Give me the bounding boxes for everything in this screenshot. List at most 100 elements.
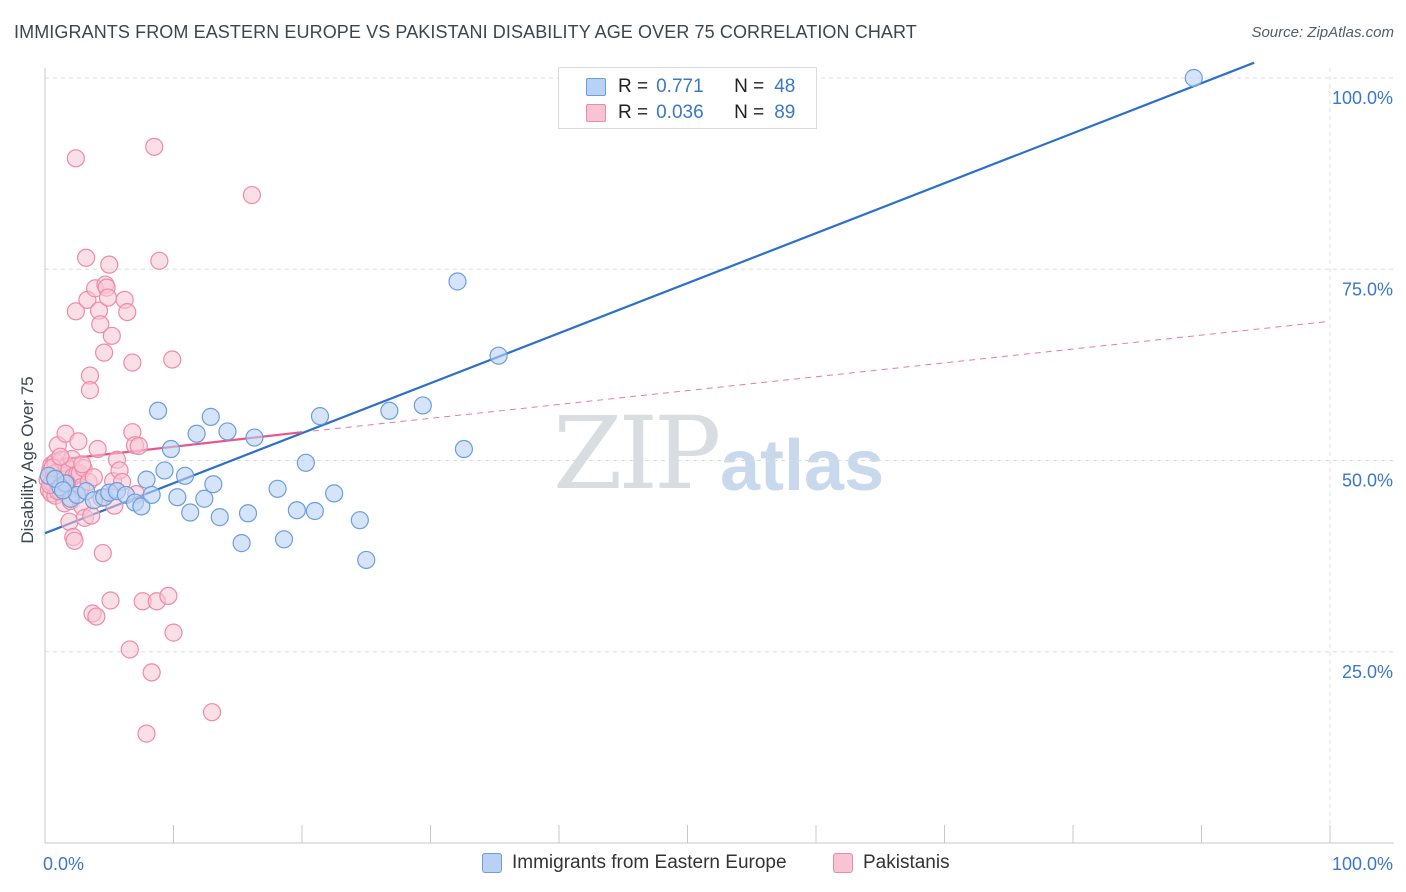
y-tick-label: 25.0% [1342,662,1393,682]
legend-swatch-blue [586,78,606,96]
eastern-europe-point [155,461,174,480]
correlation-legend: R = 0.771 N = 48 R = 0.036 N = 89 [558,67,817,129]
legend-r-value: 0.771 [656,76,704,97]
pakistanis-point [51,447,70,466]
bottom-legend-label: Immigrants from Eastern Europe [512,852,787,873]
pakistanis-point [123,353,142,372]
pakistanis-point [95,343,114,362]
legend-r-label: R = [618,102,649,123]
eastern-europe-point [357,550,376,570]
pakistanis-point [142,663,161,682]
bottom-legend-label: Pakistanis [863,852,950,873]
y-axis-label: Disability Age Over 75 [18,376,37,544]
legend-n-value: 89 [774,102,796,123]
eastern-europe-point [148,401,168,420]
eastern-europe-point [132,497,151,516]
pakistanis-point [66,302,85,321]
eastern-europe-point [238,504,258,523]
pakistanis-point [84,468,103,487]
pakistanis-point [150,251,169,270]
pakistanis-point [120,640,139,659]
eastern-europe-point [210,508,229,527]
eastern-europe-point [168,488,187,507]
eastern-europe-point [296,453,315,472]
pakistanis-point [100,255,119,274]
pakistanis-point [91,315,110,334]
eastern-europe-point [187,424,206,443]
pakistanis-point [101,591,120,610]
eastern-europe-point [201,407,220,426]
pakistanis-point [159,586,178,606]
pakistanis-point [129,436,148,456]
eastern-europe-point [380,401,399,420]
eastern-europe-point [274,530,294,549]
pakistanis-point [87,607,106,626]
eastern-europe-point [245,428,264,447]
eastern-europe-point [1184,68,1203,88]
eastern-europe-point [448,272,467,291]
pakistanis-point [73,455,92,474]
bottom-legend-eastern-europe: Immigrants from Eastern Europe [482,852,787,874]
watermark-atlas: atlas [720,426,885,506]
legend-row-pakistanis: R = 0.036 N = 89 [586,101,795,125]
eastern-europe-point [181,503,200,522]
pakistanis-point [77,248,96,267]
eastern-europe-points [39,67,1203,570]
legend-n-label: N = [734,102,765,123]
legend-row-eastern-europe: R = 0.771 N = 48 [586,75,795,99]
pakistanis-point [65,531,84,550]
eastern-europe-point [413,396,432,415]
eastern-europe-point [310,407,330,426]
eastern-europe-point [195,489,214,508]
pakistanis-point [66,149,85,168]
eastern-europe-point [175,466,195,485]
pakistanis-point [164,623,183,642]
trend-lines [44,61,1331,535]
pakistanis-point [145,137,164,156]
pakistanis-point [118,302,137,322]
x-tick-label-min: 0.0% [43,854,84,874]
eastern-europe-point [325,484,344,503]
pakistanis-point [88,439,107,459]
eastern-europe-point [142,485,161,505]
legend-r-label: R = [618,76,649,97]
pakistanis-point [82,506,101,525]
eastern-europe-point [161,439,181,459]
pakistanis-point [242,185,261,205]
pakistanis-point [102,326,121,345]
eastern-europe-point [454,439,474,459]
axes [44,68,1394,844]
tick-labels: 25.0% 50.0% 75.0% 100.0% 0.0% 100.0% [43,88,1393,874]
eastern-europe-point [287,501,306,520]
legend-n-value: 48 [774,76,796,97]
source-label: Source: ZipAtlas.com [1251,24,1394,41]
chart-title: IMMIGRANTS FROM EASTERN EUROPE VS PAKIST… [14,22,917,42]
pakistanis-point [93,543,112,563]
eastern-europe-point [218,422,237,441]
y-tick-label: 100.0% [1332,88,1393,108]
legend-swatch-pink [586,104,606,122]
bottom-legend-pakistanis: Pakistanis [833,852,950,874]
x-tick-label-max: 100.0% [1332,854,1393,874]
bottom-legend-swatch-blue [482,853,502,873]
eastern-europe-trend [44,61,1255,535]
eastern-europe-point [489,346,508,365]
pakistanis-point [163,350,182,369]
y-tick-label: 50.0% [1342,471,1393,491]
eastern-europe-point [268,479,287,498]
y-tick-label: 75.0% [1342,279,1393,299]
pakistanis-point [69,432,88,451]
bottom-legend-swatch-pink [833,853,853,873]
pakistanis-point [98,288,118,307]
pakistanis-point [60,512,79,531]
eastern-europe-point [204,475,223,494]
watermark-zip: ZIP [553,395,721,512]
pakistanis-point [80,381,100,400]
eastern-europe-point [53,481,73,500]
legend-r-value: 0.036 [656,102,704,123]
eastern-europe-point [305,501,324,521]
pakistanis-point [137,724,156,743]
pakistanis-trend-extended [301,320,1331,433]
eastern-europe-point [350,511,369,530]
